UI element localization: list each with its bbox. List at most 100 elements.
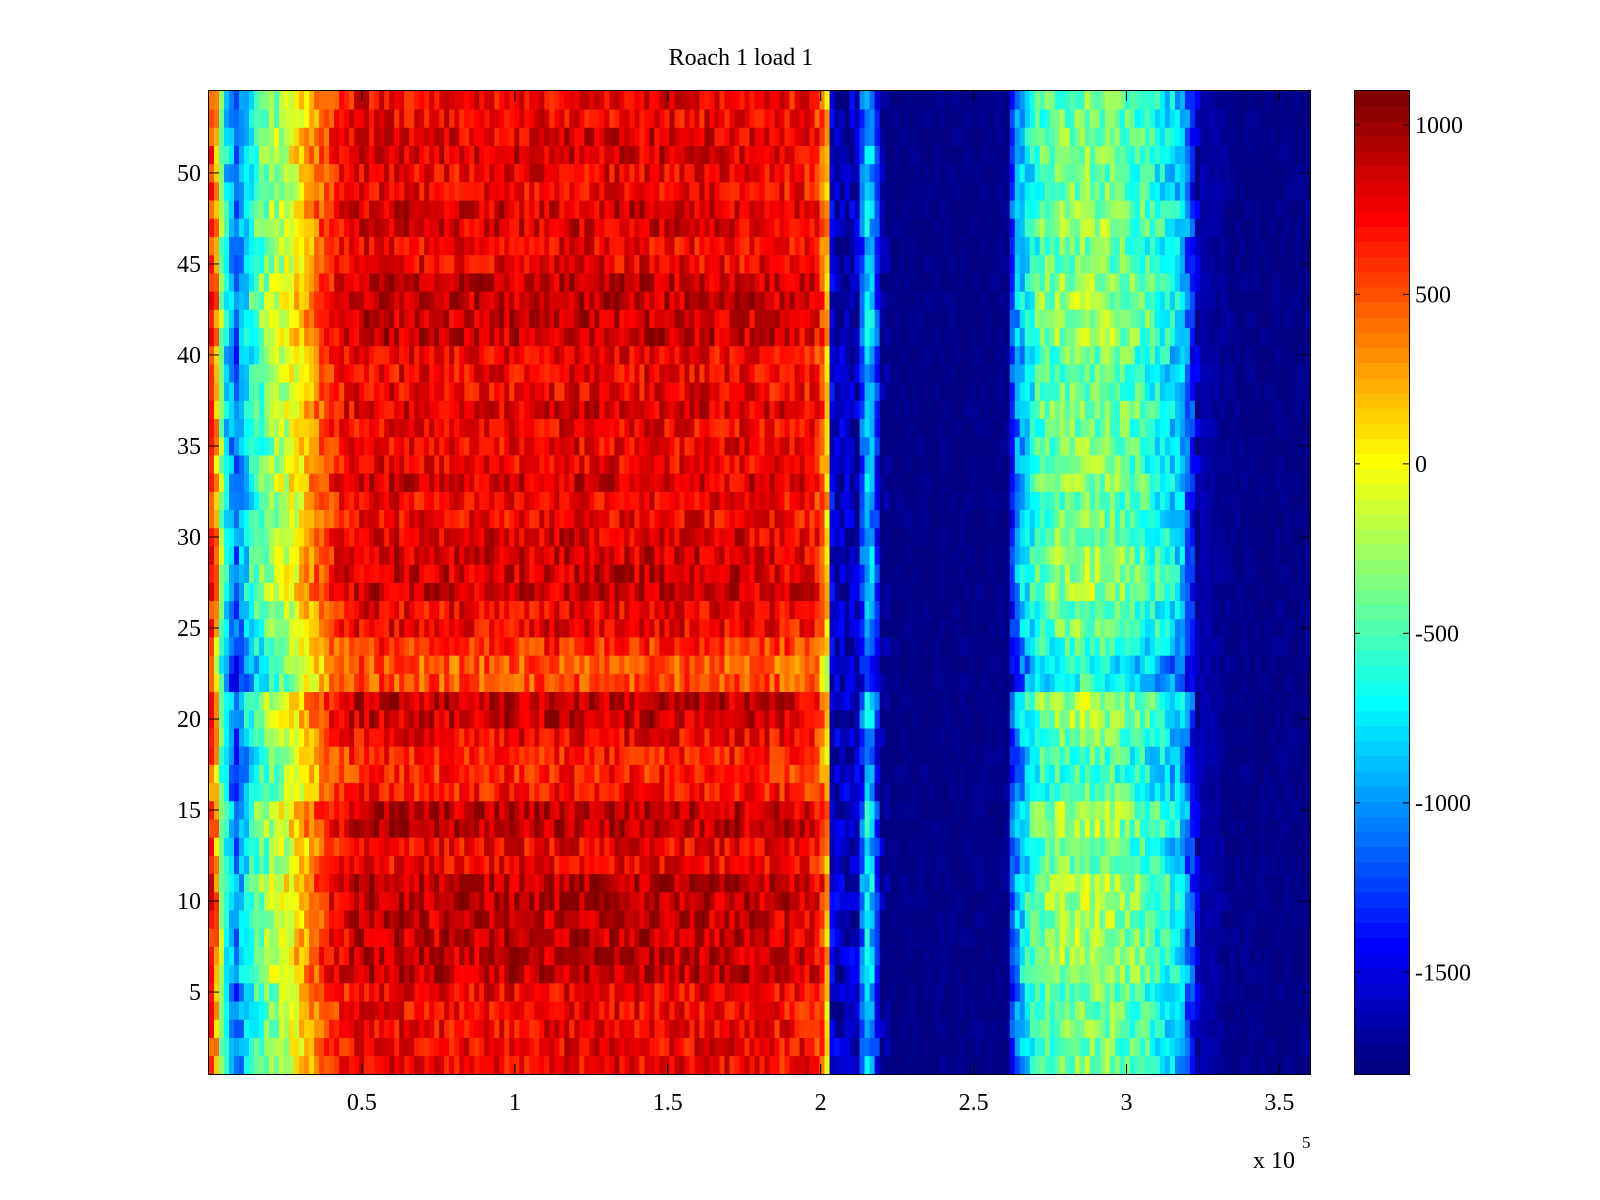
heatmap-cell [994, 982, 1001, 1002]
heatmap-cell [1134, 855, 1141, 875]
heatmap-cell [1069, 764, 1076, 784]
heatmap-cell [944, 946, 951, 966]
heatmap-cell [654, 946, 660, 966]
heatmap-cell [689, 800, 695, 820]
heatmap-cell [219, 673, 225, 693]
heatmap-cell [444, 837, 450, 856]
heatmap-cell [589, 928, 595, 947]
heatmap-cell [864, 837, 870, 856]
heatmap-cell [259, 782, 265, 802]
heatmap-cell [349, 837, 355, 856]
heatmap-cell [589, 800, 595, 820]
heatmap-cell [774, 1019, 780, 1038]
heatmap-cell [1019, 837, 1026, 856]
heatmap-cell [469, 1055, 475, 1075]
heatmap-cell [864, 1037, 870, 1057]
heatmap-cell [804, 746, 810, 765]
heatmap-cell [834, 800, 840, 820]
heatmap-cell [1004, 1019, 1011, 1038]
heatmap-cell [1064, 800, 1071, 820]
heatmap-cell [1154, 673, 1161, 693]
heatmap-cell [879, 1001, 885, 1020]
heatmap-cell [609, 928, 615, 947]
heatmap-cell [259, 1037, 265, 1057]
heatmap-cell [1094, 819, 1101, 838]
heatmap-cell [1294, 946, 1301, 966]
heatmap-cell [904, 691, 910, 711]
heatmap-cell [759, 855, 765, 875]
heatmap-cell [599, 691, 605, 711]
heatmap-cell [264, 728, 270, 747]
heatmap-cell [1254, 1037, 1261, 1057]
heatmap-cell [1189, 782, 1196, 802]
heatmap-cell [504, 1019, 510, 1038]
heatmap-cell [884, 819, 890, 838]
heatmap-cell [664, 1001, 670, 1020]
heatmap-cell [899, 928, 905, 947]
heatmap-cell [829, 819, 835, 838]
heatmap-cell [364, 873, 370, 893]
heatmap-cell [584, 819, 590, 838]
heatmap-cell [1184, 855, 1191, 875]
heatmap-cell [1274, 691, 1281, 711]
heatmap-cell [394, 837, 400, 856]
heatmap-cell [299, 819, 305, 838]
heatmap-cell [334, 964, 340, 984]
heatmap-cell [909, 800, 915, 820]
heatmap-cell [354, 855, 360, 875]
heatmap-cell [1124, 819, 1131, 838]
heatmap-cell [1099, 891, 1106, 911]
heatmap-cell [869, 910, 875, 929]
heatmap-cell [714, 691, 720, 711]
heatmap-cell [1214, 746, 1221, 765]
heatmap-cell [904, 819, 910, 838]
heatmap-cell [479, 891, 485, 911]
heatmap-cell [874, 655, 880, 674]
heatmap-cell [724, 764, 730, 784]
heatmap-cell [294, 673, 300, 693]
heatmap-cell [1154, 746, 1161, 765]
heatmap-cell [669, 691, 675, 711]
heatmap-cell [1214, 910, 1221, 929]
heatmap-cell [1289, 891, 1296, 911]
heatmap-cell [834, 691, 840, 711]
heatmap-cell [739, 782, 745, 802]
heatmap-cell [749, 837, 755, 856]
heatmap-cell [1124, 946, 1131, 966]
heatmap-cell [464, 728, 470, 747]
heatmap-cell [499, 928, 505, 947]
heatmap-cell [324, 837, 330, 856]
heatmap-cell [1084, 964, 1091, 984]
heatmap-cell [709, 837, 715, 856]
heatmap-cell [289, 1019, 295, 1038]
heatmap-cell [284, 1055, 290, 1075]
heatmap-cell [509, 1037, 515, 1057]
heatmap-cell [634, 819, 640, 838]
heatmap-cell [284, 891, 290, 911]
heatmap-cell [474, 728, 480, 747]
heatmap-cell [399, 837, 405, 856]
heatmap-cell [474, 782, 480, 802]
heatmap-cell [994, 782, 1001, 802]
heatmap-cell [1109, 964, 1116, 984]
heatmap-cell [444, 764, 450, 784]
heatmap-cell [499, 782, 505, 802]
heatmap-cell [404, 782, 410, 802]
heatmap-cell [599, 873, 605, 893]
heatmap-cell [289, 655, 295, 674]
heatmap-cell [239, 746, 245, 765]
heatmap-cell [844, 1055, 850, 1075]
heatmap-cell [674, 1037, 680, 1057]
heatmap-cell [1099, 982, 1106, 1002]
heatmap-cell [949, 1019, 956, 1038]
heatmap-cell [1084, 891, 1091, 911]
heatmap-cell [304, 982, 310, 1002]
heatmap-cell [394, 800, 400, 820]
heatmap-cell [714, 1037, 720, 1057]
heatmap-cell [854, 655, 860, 674]
heatmap-cell [1164, 746, 1171, 765]
heatmap-cell [544, 728, 550, 747]
heatmap-cell [519, 728, 525, 747]
heatmap-cell [949, 691, 956, 711]
heatmap-cell [1244, 691, 1251, 711]
